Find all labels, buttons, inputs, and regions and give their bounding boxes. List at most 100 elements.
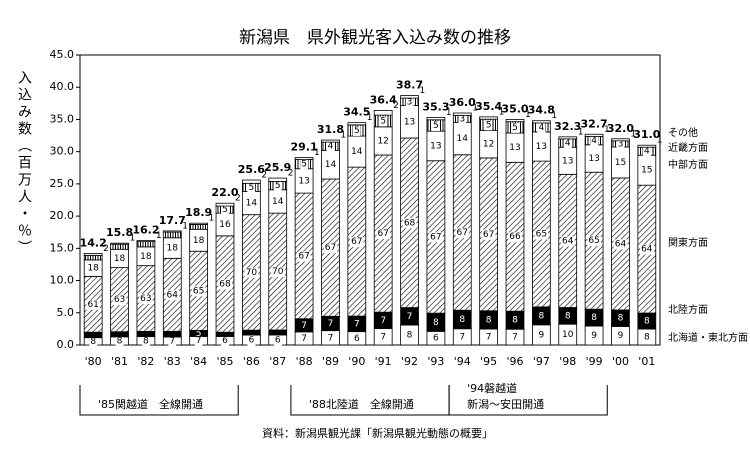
total-label: 25.6	[238, 163, 265, 176]
segment-label: 5	[354, 126, 360, 136]
bar-segment	[110, 331, 129, 338]
legend-label: 近畿方面	[668, 141, 708, 154]
segment-label-bg	[247, 335, 256, 346]
segment-label-bg	[458, 114, 467, 125]
segment-label: 5	[275, 181, 281, 191]
segment-label: 14	[325, 160, 337, 170]
x-tick-label: '88	[296, 355, 313, 368]
segment-label: 1	[340, 131, 346, 141]
segment-label-bg	[142, 336, 151, 347]
segment-label-bg	[352, 333, 361, 344]
x-tick-label: '92	[401, 355, 418, 368]
segment-label-bg	[112, 253, 127, 264]
segment-label: 15	[641, 166, 652, 176]
segment-label-bg	[537, 122, 546, 133]
segment-label-bg	[429, 141, 443, 152]
segment-label: 8	[618, 314, 624, 324]
y-tick-label: 5.0	[57, 306, 75, 319]
x-tick-label: '90	[348, 355, 365, 368]
bar-segment	[215, 331, 235, 337]
segment-label: 64	[615, 239, 627, 249]
x-tick-label: '85	[216, 355, 233, 368]
bar-segment	[505, 119, 525, 123]
x-tick-label: '00	[612, 355, 629, 368]
legend-label: 関東方面	[668, 236, 708, 249]
segment-label: 67	[430, 232, 441, 242]
bar-segment	[584, 133, 604, 137]
legend-label: その他	[668, 126, 698, 139]
segment-label: 7	[486, 333, 492, 343]
segment-label-bg	[537, 330, 546, 341]
segment-label: 6	[433, 334, 439, 344]
legend-label: 北海道・東北方面	[668, 331, 748, 344]
segment-label: 1	[182, 221, 188, 231]
segment-label-bg	[379, 116, 388, 127]
bar-segment	[558, 136, 578, 140]
segment-label-bg	[300, 333, 308, 344]
segment-label-bg	[221, 336, 230, 347]
total-label: 22.0	[211, 186, 238, 199]
segment-label-bg	[139, 251, 153, 262]
bar-segment	[189, 222, 209, 225]
bar-segment	[162, 231, 182, 239]
segment-label: 7	[512, 333, 518, 343]
segment-label-bg	[508, 143, 522, 154]
plot-frame	[79, 54, 661, 346]
segment-label: 4	[644, 147, 650, 157]
segment-label-bg	[89, 336, 98, 347]
segment-label-bg	[244, 198, 259, 209]
segment-label-bg	[221, 205, 229, 216]
segment-label: 7	[354, 319, 360, 329]
segment-label-bg	[86, 299, 100, 310]
total-label: 38.7	[396, 79, 423, 92]
segment-label: 13	[588, 154, 599, 164]
y-axis-label: 入込み数（百万人・％）	[16, 70, 32, 257]
segment-label-bg	[458, 332, 467, 343]
source-note: 資料：新潟県観光課「新潟県観光動態の概要」	[262, 426, 493, 440]
y-tick-label: 35.0	[50, 112, 75, 125]
segment-label-bg	[350, 147, 364, 158]
total-label: 32.0	[607, 122, 634, 135]
segment-label-bg	[587, 154, 601, 165]
segment-label-bg	[616, 331, 625, 342]
segment-label-bg	[481, 139, 496, 150]
segment-label-bg	[561, 236, 575, 247]
x-tick-label: '97	[533, 355, 550, 368]
x-tick-label: '86	[243, 355, 260, 368]
bar-segment	[136, 331, 156, 338]
segment-label: 67	[325, 243, 336, 253]
segment-label-bg	[350, 237, 364, 248]
bar-segment	[136, 241, 156, 248]
annotation-text: '88北陸道 全線開通	[309, 397, 414, 411]
legend-label: 北陸方面	[668, 303, 708, 316]
segment-label: 8	[459, 315, 465, 325]
annotation-bracket	[79, 385, 239, 416]
segment-label: 9	[591, 331, 597, 341]
segment-label-bg	[484, 120, 493, 131]
segment-label-bg	[613, 239, 628, 250]
segment-label-bg	[323, 243, 338, 254]
x-tick-label: '84	[190, 355, 207, 368]
y-tick-label: 45.0	[50, 48, 75, 61]
segment-label: 18	[167, 244, 179, 254]
segment-label: 61	[87, 300, 98, 310]
segment-label-bg	[376, 136, 390, 147]
segment-label: 7	[301, 321, 307, 331]
annotation-text: '94磐越道	[467, 381, 517, 395]
segment-label: 2	[235, 194, 241, 204]
segment-label-bg	[194, 336, 203, 347]
segment-label: 7	[459, 332, 465, 342]
segment-label: 13	[509, 143, 520, 153]
segment-label: 1	[604, 125, 610, 135]
segment-label: 8	[407, 331, 413, 341]
segment-label: 8	[486, 315, 492, 325]
segment-label: 13	[404, 117, 415, 127]
segment-label: 14	[246, 199, 258, 209]
segment-label-bg	[642, 146, 651, 157]
segment-label-bg	[405, 97, 414, 108]
segment-label-bg	[511, 332, 519, 343]
x-tick-label: '80	[85, 355, 102, 368]
bar-segment	[83, 253, 103, 256]
bar-segment	[373, 110, 393, 116]
total-label: 34.8	[528, 104, 555, 117]
